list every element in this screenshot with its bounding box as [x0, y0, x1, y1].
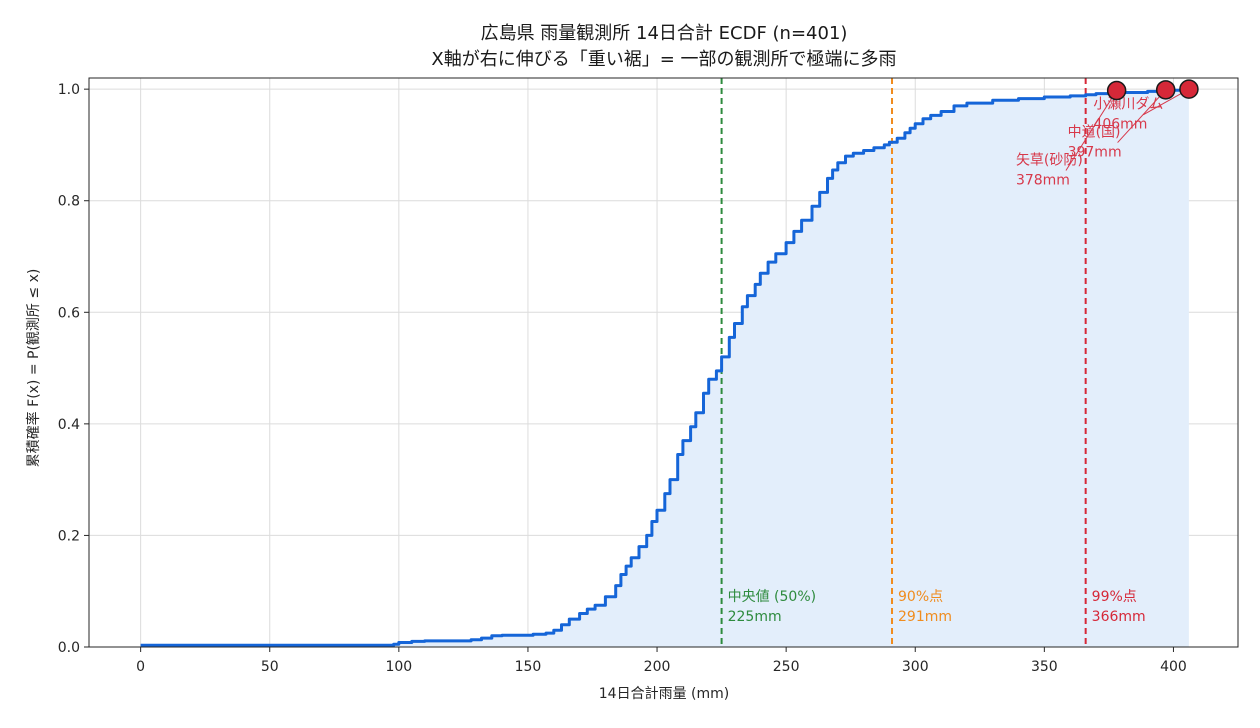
annotation-value: 378mm	[1016, 172, 1070, 188]
y-tick-label: 0.2	[58, 528, 80, 544]
reference-label: 中央値 (50%)	[728, 589, 817, 605]
x-tick-label: 300	[902, 659, 929, 675]
y-tick-label: 0.6	[58, 305, 80, 321]
annotation-label: 小瀬川ダム	[1093, 97, 1163, 113]
reference-label: 99%点	[1092, 589, 1137, 605]
x-tick-label: 350	[1031, 659, 1058, 675]
x-tick-label: 250	[773, 659, 800, 675]
x-tick-label: 100	[385, 659, 412, 675]
reference-value: 225mm	[728, 609, 782, 625]
annotation-leader	[1065, 90, 1118, 171]
chart-title: 広島県 雨量観測所 14日合計 ECDF (n=401)	[481, 23, 848, 44]
x-tick-label: 0	[136, 659, 145, 675]
annotation-value: 397mm	[1068, 145, 1122, 161]
chart-subtitle: X軸が右に伸びる「重い裾」= 一部の観測所で極端に多雨	[431, 49, 896, 70]
y-tick-label: 0.0	[58, 640, 80, 656]
reference-lines: 中央値 (50%) 225mm 90%点 291mm 99%点 366mm	[720, 78, 1146, 647]
annotation-leader	[1117, 89, 1167, 143]
reference-label: 90%点	[898, 589, 943, 605]
reference-value: 366mm	[1092, 609, 1146, 625]
x-axis-label: 14日合計雨量 (mm)	[599, 686, 729, 702]
annotation-value: 406mm	[1093, 117, 1147, 133]
ecdf-line	[140, 88, 1191, 647]
plot-frame	[88, 77, 1239, 648]
y-tick-label: 0.8	[58, 194, 80, 210]
annotation-label: 中道(国)	[1068, 125, 1121, 141]
x-tick-label: 200	[644, 659, 671, 675]
reference-value: 291mm	[898, 609, 952, 625]
annotation-label: 矢草(砂防)	[1016, 152, 1083, 168]
y-tick-label: 1.0	[58, 82, 80, 98]
y-tick-label: 0.4	[58, 417, 80, 433]
ecdf-area-fill	[140, 89, 1189, 647]
y-axis-label: 累積確率 F(x) = P(観測所 ≤ x)	[25, 269, 42, 468]
x-tick-label: 50	[261, 659, 279, 675]
x-tick-label: 150	[515, 659, 542, 675]
x-tick-label: 400	[1160, 659, 1187, 675]
outlier-marker	[1155, 80, 1176, 100]
axis-ticks: 0 50 100 150 200 250 300 350 400 0.0 0.2 0.4 0.6 0.8 1…	[58, 82, 1187, 675]
annotations: 矢草(砂防) 378mm 中道(国) 397mm 小瀬川ダム 406mm	[1016, 79, 1199, 188]
outlier-marker	[1106, 80, 1127, 101]
outlier-marker	[1179, 79, 1199, 99]
